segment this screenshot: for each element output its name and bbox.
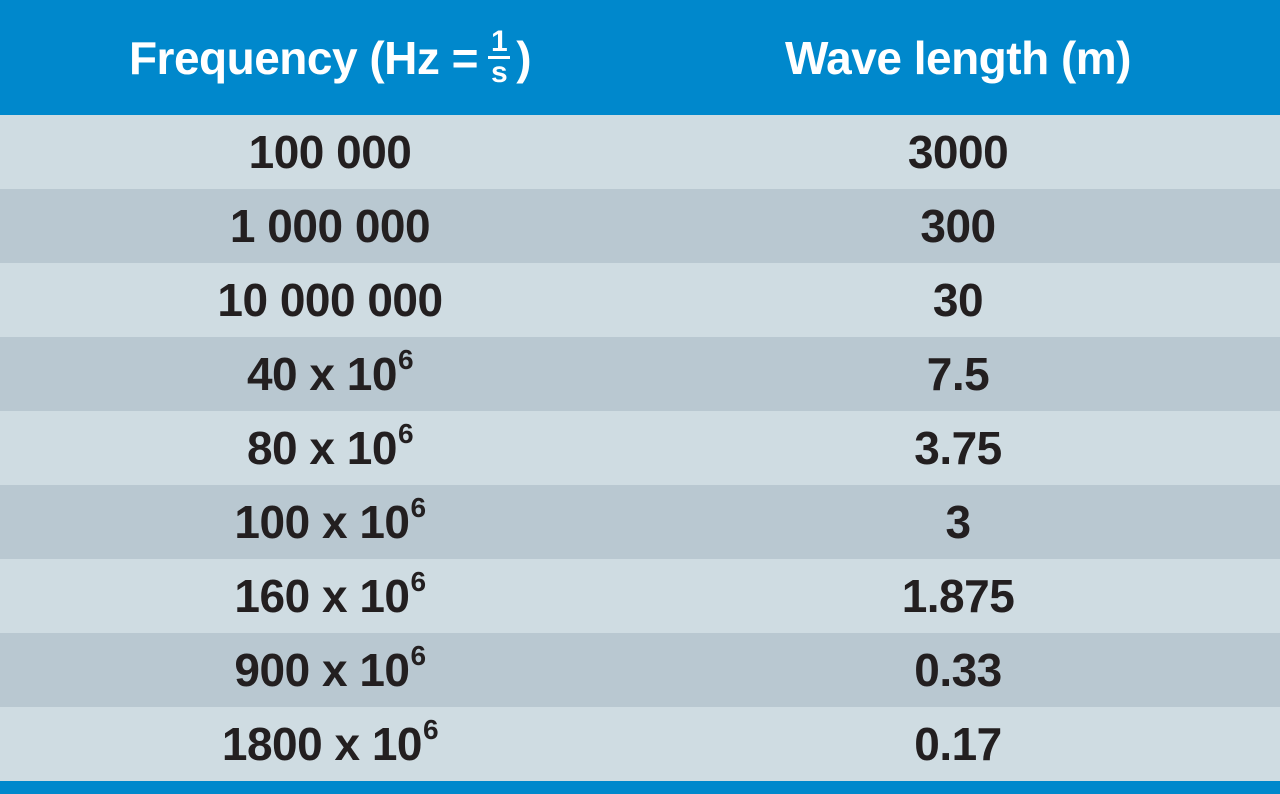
wavelength-cell: 300 bbox=[638, 189, 1278, 263]
table-row: 1800 x 10 6 0.17 bbox=[0, 707, 1280, 781]
wavelength-cell: 3000 bbox=[638, 115, 1278, 189]
frequency-cell: 80 x 10 6 bbox=[10, 411, 650, 485]
table-row: 160 x 10 6 1.875 bbox=[0, 559, 1280, 633]
wavelength-value: 1.875 bbox=[901, 570, 1015, 622]
table-row: 1 000 000 300 bbox=[0, 189, 1280, 263]
header-row: Frequency (Hz = 1 s ) Wave length (m) bbox=[0, 0, 1280, 115]
wavelength-cell: 7.5 bbox=[638, 337, 1278, 411]
frequency-value: 1800 x 10 bbox=[221, 718, 423, 770]
exponent: 6 bbox=[423, 714, 439, 745]
wavelength-cell: 3 bbox=[638, 485, 1278, 559]
wavelength-cell: 0.33 bbox=[638, 633, 1278, 707]
wavelength-value: 300 bbox=[920, 200, 996, 252]
header-text: ) bbox=[516, 31, 532, 84]
header-text: Wave length (m) bbox=[784, 31, 1132, 84]
table-row: 900 x 10 6 0.33 bbox=[0, 633, 1280, 707]
frequency-cell: 1 000 000 bbox=[10, 189, 650, 263]
table-row: 10 000 000 30 bbox=[0, 263, 1280, 337]
frequency-cell: 160 x 10 6 bbox=[10, 559, 650, 633]
frequency-cell: 10 000 000 bbox=[10, 263, 650, 337]
wavelength-value: 3.75 bbox=[914, 422, 1002, 474]
frequency-value: 900 x 10 bbox=[234, 644, 410, 696]
table-row: 80 x 10 6 3.75 bbox=[0, 411, 1280, 485]
fraction-denominator: s bbox=[491, 56, 508, 89]
header-cell: Frequency (Hz = 1 s ) bbox=[10, 0, 650, 115]
frequency-cell: 100 x 10 6 bbox=[10, 485, 650, 559]
frequency-cell: 1800 x 10 6 bbox=[10, 707, 650, 781]
wavelength-cell: 1.875 bbox=[638, 559, 1278, 633]
frequency-value: 80 x 10 bbox=[246, 422, 397, 474]
frequency-cell: 40 x 10 6 bbox=[10, 337, 650, 411]
wavelength-value: 0.33 bbox=[914, 644, 1002, 696]
exponent: 6 bbox=[410, 492, 426, 523]
table-row: 100 x 10 6 3 bbox=[0, 485, 1280, 559]
wavelength-value: 3 bbox=[945, 496, 971, 548]
frequency-value: 100 x 10 bbox=[234, 496, 410, 548]
wavelength-cell: 30 bbox=[638, 263, 1278, 337]
wavelength-value: 0.17 bbox=[914, 718, 1002, 770]
frequency-cell: 900 x 10 6 bbox=[10, 633, 650, 707]
frequency-value: 160 x 10 bbox=[234, 570, 410, 622]
header-text: Frequency (Hz = bbox=[128, 31, 479, 84]
wavelength-value: 7.5 bbox=[926, 348, 990, 400]
table-row: 100 000 3000 bbox=[0, 115, 1280, 189]
table-row: 40 x 10 6 7.5 bbox=[0, 337, 1280, 411]
frequency-value: 10 000 000 bbox=[217, 274, 443, 326]
exponent: 6 bbox=[397, 418, 414, 449]
exponent: 6 bbox=[410, 640, 426, 671]
wavelength-value: 3000 bbox=[907, 126, 1009, 178]
frequency-value: 100 000 bbox=[248, 126, 412, 178]
header-cell: Wave length (m) bbox=[638, 0, 1278, 115]
wavelength-cell: 0.17 bbox=[638, 707, 1278, 781]
wavelength-value: 30 bbox=[932, 274, 984, 326]
frequency-value: 1 000 000 bbox=[229, 200, 431, 252]
frequency-cell: 100 000 bbox=[10, 115, 650, 189]
exponent: 6 bbox=[410, 566, 426, 597]
fraction: 1 s bbox=[488, 27, 511, 89]
wavelength-cell: 3.75 bbox=[638, 411, 1278, 485]
fraction-numerator: 1 bbox=[488, 27, 511, 59]
exponent: 6 bbox=[397, 344, 414, 375]
frequency-value: 40 x 10 bbox=[246, 348, 397, 400]
